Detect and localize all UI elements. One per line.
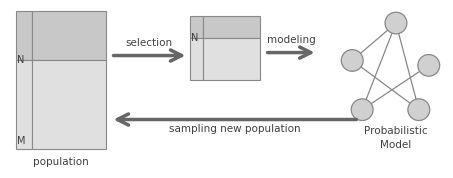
Bar [16,61,32,149]
Circle shape [341,50,363,71]
Text: M: M [17,136,26,146]
Circle shape [408,99,430,121]
Circle shape [418,54,440,76]
Bar [190,16,203,38]
Text: N: N [17,56,24,66]
Text: N: N [191,33,198,43]
Text: population: population [33,157,89,167]
Bar [190,38,203,80]
Bar [203,38,260,80]
Bar [32,11,106,61]
Circle shape [385,12,407,34]
Bar [16,11,32,61]
Text: selection: selection [126,38,173,48]
Text: Probabilistic
Model: Probabilistic Model [364,126,428,150]
Bar [203,16,260,38]
Circle shape [351,99,373,121]
Text: modeling: modeling [267,35,315,45]
Bar [32,61,106,149]
Text: sampling new population: sampling new population [169,124,301,134]
